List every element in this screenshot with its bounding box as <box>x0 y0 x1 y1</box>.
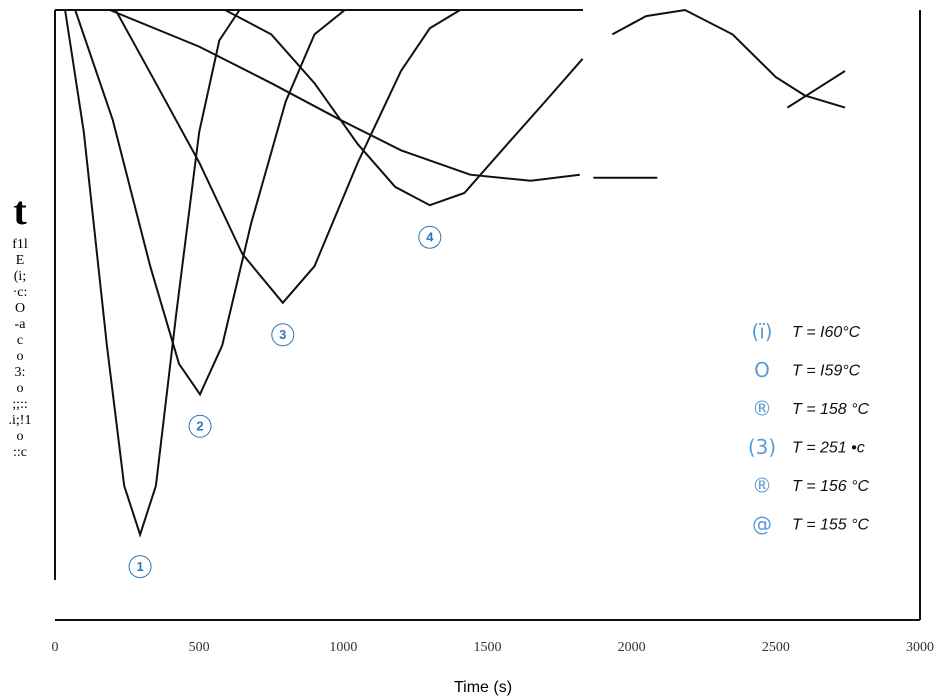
series-line <box>611 8 846 109</box>
x-axis-title: Time (s) <box>454 679 512 696</box>
y-axis-label-fragment: ·c: <box>13 285 28 300</box>
series-line <box>224 9 584 207</box>
y-axis-label-fragment: 3: <box>15 365 26 380</box>
y-axis-label-fragment: o <box>17 381 24 396</box>
legend-label: T = I59°C <box>792 363 861 380</box>
legend-marker: (ï) <box>751 320 772 344</box>
x-tick-label: 3000 <box>906 640 934 655</box>
series-line <box>786 70 846 109</box>
curve-label-circle <box>188 414 212 438</box>
series-line <box>64 9 241 538</box>
legend-label: T = 155 °C <box>792 517 870 534</box>
y-axis-label-fragment: -a <box>15 317 27 332</box>
x-tick-label: 1500 <box>474 640 502 655</box>
x-tick-label: 2500 <box>762 640 790 655</box>
legend-marker: ® <box>752 474 772 498</box>
x-tick-label: 0 <box>52 640 59 655</box>
x-tick-label: 1000 <box>329 640 357 655</box>
curve-label: 4 <box>426 230 434 245</box>
curve-label: 1 <box>136 559 143 574</box>
y-axis-label-fragment: f1l <box>12 237 28 252</box>
y-axis-label-fragment: o <box>17 429 24 444</box>
series-line <box>114 9 461 305</box>
legend-marker: ® <box>752 397 772 421</box>
y-axis-label-fragment: ;;:: <box>12 397 28 412</box>
series-line <box>74 9 346 397</box>
legend-label: T = 156 °C <box>792 478 870 495</box>
legend-marker: (3) <box>748 435 776 459</box>
y-axis-label-fragment: o <box>17 349 24 364</box>
y-axis-label-fragment: t <box>13 188 27 233</box>
y-axis-label-fragment: .i;!1 <box>9 413 32 428</box>
series-line <box>109 9 580 182</box>
curve-label-circle <box>271 323 295 347</box>
legend-marker: O <box>754 358 770 382</box>
legend-marker: @ <box>752 512 772 536</box>
curve-label: 3 <box>279 327 286 342</box>
curve-label-circle <box>128 555 152 579</box>
legend-label: T = 158 °C <box>792 401 870 418</box>
y-axis-label-fragment: c <box>17 333 23 348</box>
legend-label: T = I60°C <box>792 324 861 341</box>
x-tick-label: 500 <box>189 640 210 655</box>
y-axis-label-fragment: O <box>15 301 25 316</box>
y-axis-label-fragment: (i; <box>14 269 26 284</box>
curve-label: 2 <box>196 419 203 434</box>
legend-label: T = 251 •c <box>792 440 865 457</box>
y-axis-label-fragment: E <box>16 253 25 268</box>
x-tick-label: 2000 <box>618 640 646 655</box>
curve-label-circle <box>418 225 442 249</box>
y-axis-label-fragment: ::c <box>13 445 27 460</box>
